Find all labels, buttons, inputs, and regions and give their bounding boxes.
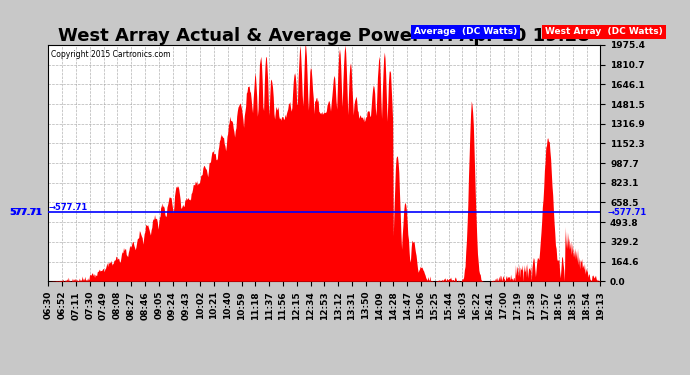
Text: 577.71: 577.71 [9,208,41,217]
Text: 577.71: 577.71 [10,208,43,217]
Text: →577.71: →577.71 [607,208,647,217]
Text: Average  (DC Watts): Average (DC Watts) [414,27,518,36]
Text: West Array  (DC Watts): West Array (DC Watts) [545,27,663,36]
Title: West Array Actual & Average Power Fri Apr 10 19:28: West Array Actual & Average Power Fri Ap… [59,27,590,45]
Text: →577.71: →577.71 [48,203,88,212]
Text: Copyright 2015 Cartronics.com: Copyright 2015 Cartronics.com [51,50,170,59]
